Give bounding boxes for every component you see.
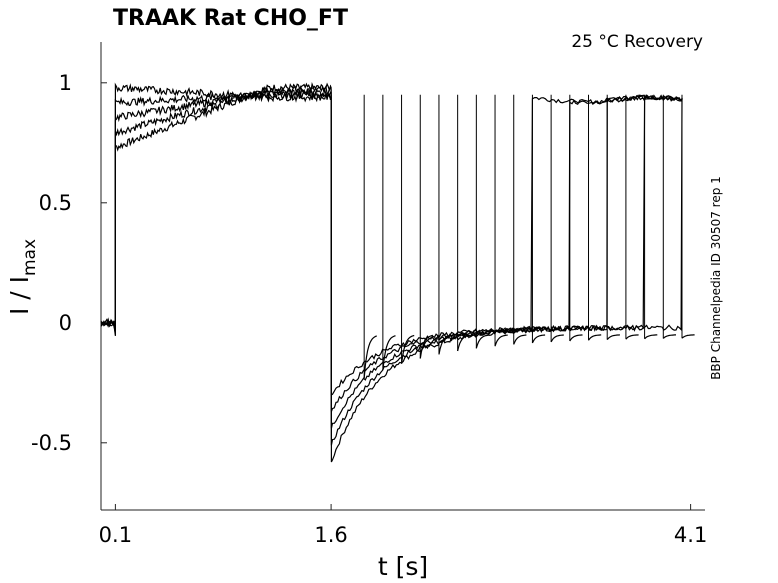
- recovery-tail: [494, 334, 508, 347]
- trace-series-5: [100, 82, 683, 396]
- recovery-tail: [550, 334, 564, 343]
- recovery-tail: [475, 334, 490, 349]
- y-axis-label-main: I / I: [5, 276, 34, 315]
- x-tick-label: 0.1: [99, 523, 132, 547]
- axes: [100, 42, 705, 511]
- x-tick-label: 1.6: [314, 523, 347, 547]
- svg-text:I / Imax: I / Imax: [5, 239, 40, 315]
- recovery-tail: [457, 334, 471, 352]
- side-label: BBP Channelpedia ID 30507 rep 1: [709, 176, 723, 380]
- recovery-tail: [588, 334, 602, 341]
- recovery-tail: [438, 334, 452, 355]
- recovery-tail: [531, 334, 546, 344]
- recovery-tail: [382, 335, 396, 371]
- recovery-tail: [363, 335, 378, 379]
- chart-title: TRAAK Rat CHO_FT: [113, 6, 348, 31]
- y-axis-label: I / Imax: [5, 239, 40, 315]
- recovery-tail: [644, 334, 658, 340]
- trace-series-3: [100, 87, 683, 429]
- recovery-tail: [569, 334, 583, 342]
- y-tick-label: -0.5: [31, 431, 72, 455]
- condition-label: 25 °C Recovery: [571, 32, 703, 52]
- y-tick-label: 0.5: [39, 191, 72, 215]
- y-axis-label-sub: max: [20, 239, 40, 276]
- traces: [100, 81, 695, 463]
- trace-series-1: [100, 81, 682, 463]
- recovery-tail: [606, 334, 620, 341]
- recovery-tail: [401, 334, 415, 364]
- y-tick-label: 1: [59, 71, 72, 95]
- recovery-tail: [513, 334, 527, 345]
- trace-series-4: [100, 89, 682, 412]
- ticks: 0.1 1.6 4.1 1 0.5 0 -0.5: [31, 71, 707, 547]
- x-axis-label: t [s]: [378, 552, 428, 581]
- recovery-tail: [625, 334, 639, 340]
- svg-text:BBP Channelpedia ID 30507 rep: BBP Channelpedia ID 30507 rep 1: [709, 176, 723, 380]
- recovery-tail: [681, 334, 695, 339]
- y-tick-label: 0: [59, 311, 72, 335]
- trace-series-2: [100, 84, 683, 446]
- recovery-tail: [662, 334, 676, 339]
- x-tick-label: 4.1: [674, 523, 707, 547]
- recovery-tail: [419, 334, 434, 359]
